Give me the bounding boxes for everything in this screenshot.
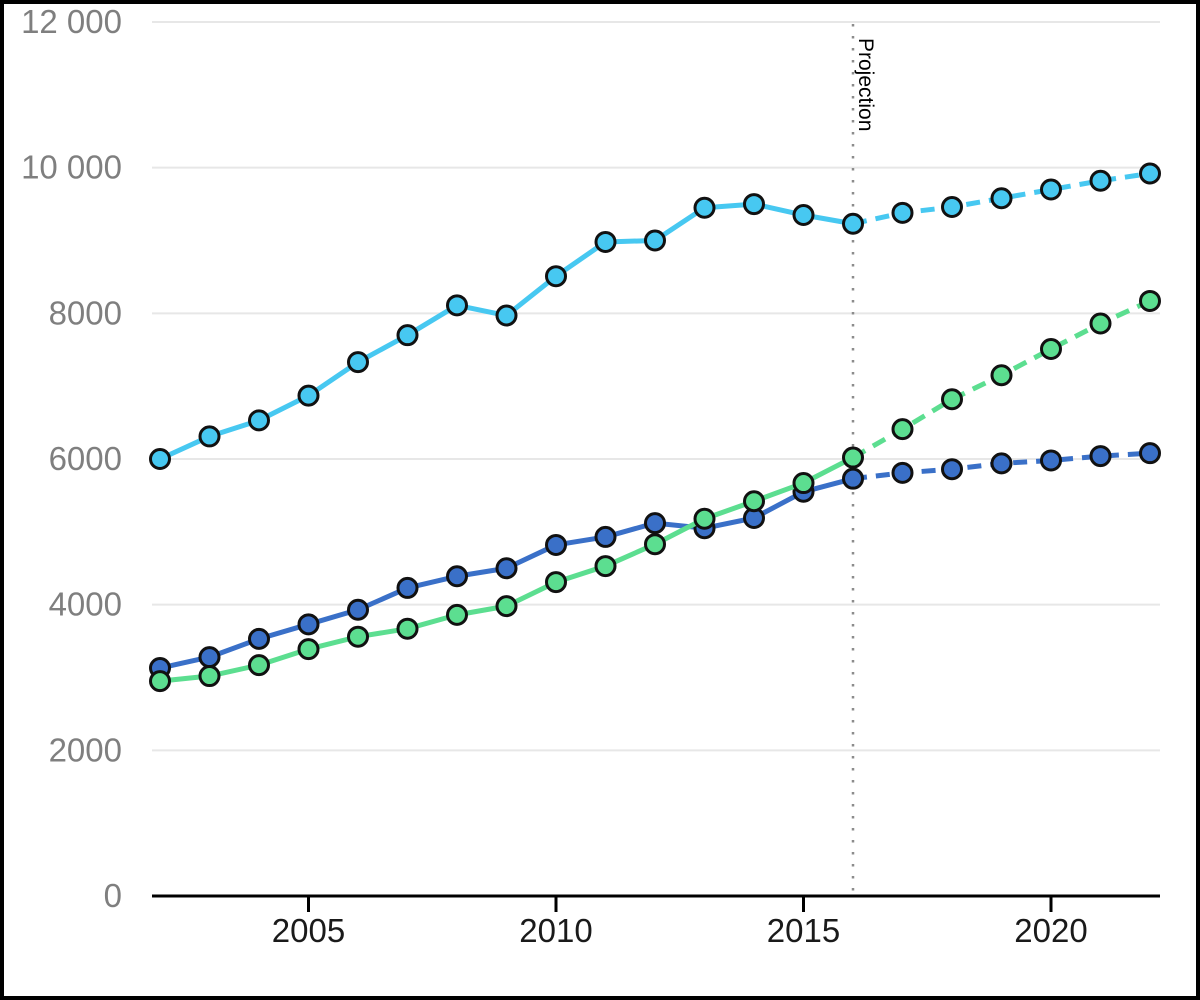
x-tick-label: 2005 bbox=[272, 912, 345, 949]
y-tick-label: 12 000 bbox=[21, 4, 122, 40]
y-tick-label: 6000 bbox=[49, 440, 122, 477]
data-point-cyan-2020[interactable] bbox=[1040, 178, 1062, 201]
data-point-blue-2011[interactable] bbox=[594, 525, 617, 548]
y-tick-label: 10 000 bbox=[21, 149, 122, 186]
data-point-cyan-2003[interactable] bbox=[198, 425, 221, 448]
data-point-blue-2005[interactable] bbox=[297, 613, 320, 636]
data-point-green-2010[interactable] bbox=[545, 571, 567, 594]
data-point-cyan-2013[interactable] bbox=[693, 196, 716, 219]
data-point-green-2018[interactable] bbox=[941, 388, 963, 411]
data-point-cyan-2002[interactable] bbox=[149, 448, 171, 470]
data-point-green-2007[interactable] bbox=[396, 617, 419, 640]
data-point-cyan-2018[interactable] bbox=[941, 195, 963, 218]
data-point-blue-2018[interactable] bbox=[941, 458, 963, 481]
data-point-blue-2021[interactable] bbox=[1089, 445, 1112, 468]
data-point-green-2014[interactable] bbox=[743, 490, 765, 513]
data-point-green-2006[interactable] bbox=[347, 625, 369, 648]
data-point-cyan-2011[interactable] bbox=[594, 230, 617, 253]
data-point-cyan-2012[interactable] bbox=[644, 229, 666, 252]
data-point-blue-2012[interactable] bbox=[644, 512, 666, 535]
data-point-green-2012[interactable] bbox=[644, 533, 666, 556]
data-point-cyan-2005[interactable] bbox=[297, 384, 320, 407]
data-point-green-2009[interactable] bbox=[495, 595, 518, 618]
data-point-green-2020[interactable] bbox=[1040, 338, 1062, 361]
data-point-blue-2017[interactable] bbox=[891, 461, 914, 484]
data-point-cyan-2017[interactable] bbox=[891, 201, 914, 224]
chart-canvas: Projection 2005 2010 2015 2020 0 2000 4000 6000 8… bbox=[21, 4, 1161, 949]
data-point-green-2022[interactable] bbox=[1139, 289, 1161, 312]
data-point-cyan-2006[interactable] bbox=[347, 351, 369, 374]
data-point-green-2019[interactable] bbox=[990, 364, 1013, 387]
data-point-cyan-2009[interactable] bbox=[495, 304, 518, 327]
data-point-cyan-2014[interactable] bbox=[743, 193, 765, 216]
y-tick-label: 4000 bbox=[49, 586, 122, 623]
data-point-blue-2016[interactable] bbox=[842, 467, 864, 490]
data-point-cyan-2007[interactable] bbox=[396, 324, 419, 347]
data-point-green-2021[interactable] bbox=[1089, 312, 1112, 335]
data-point-green-2015[interactable] bbox=[792, 472, 815, 495]
data-point-green-2013[interactable] bbox=[693, 507, 716, 530]
data-point-green-2017[interactable] bbox=[891, 418, 914, 441]
x-tick-label: 2010 bbox=[519, 912, 592, 949]
data-point-cyan-2016[interactable] bbox=[842, 212, 864, 235]
data-point-green-2011[interactable] bbox=[594, 555, 617, 578]
data-point-green-2016[interactable] bbox=[842, 446, 864, 469]
data-point-blue-2004[interactable] bbox=[248, 627, 270, 650]
data-point-green-2003[interactable] bbox=[198, 665, 221, 688]
y-tick-label: 2000 bbox=[49, 731, 122, 768]
data-point-cyan-2008[interactable] bbox=[446, 294, 468, 317]
data-point-green-2004[interactable] bbox=[248, 654, 270, 677]
data-point-blue-2007[interactable] bbox=[396, 576, 419, 599]
data-point-cyan-2015[interactable] bbox=[792, 204, 815, 227]
data-point-cyan-2010[interactable] bbox=[545, 265, 567, 288]
x-tick-label: 2020 bbox=[1014, 912, 1087, 949]
y-tick-label: 8000 bbox=[49, 294, 122, 331]
data-point-cyan-2022[interactable] bbox=[1139, 162, 1161, 185]
data-point-blue-2010[interactable] bbox=[545, 533, 567, 556]
x-tick-label: 2015 bbox=[767, 912, 840, 949]
data-point-blue-2003[interactable] bbox=[198, 646, 221, 669]
data-point-blue-2020[interactable] bbox=[1040, 449, 1062, 472]
y-tick-label: 0 bbox=[104, 877, 122, 914]
data-point-blue-2006[interactable] bbox=[347, 598, 369, 621]
data-point-blue-2022[interactable] bbox=[1139, 442, 1161, 465]
data-point-cyan-2019[interactable] bbox=[990, 187, 1013, 210]
data-point-blue-2019[interactable] bbox=[990, 452, 1013, 475]
data-point-cyan-2004[interactable] bbox=[248, 409, 270, 432]
data-point-cyan-2021[interactable] bbox=[1089, 169, 1112, 192]
data-point-green-2005[interactable] bbox=[297, 638, 320, 661]
projection-label: Projection bbox=[854, 38, 877, 131]
data-point-blue-2009[interactable] bbox=[495, 557, 518, 580]
data-point-green-2008[interactable] bbox=[446, 603, 468, 626]
data-point-blue-2008[interactable] bbox=[446, 565, 468, 588]
data-point-green-2002[interactable] bbox=[149, 670, 171, 693]
